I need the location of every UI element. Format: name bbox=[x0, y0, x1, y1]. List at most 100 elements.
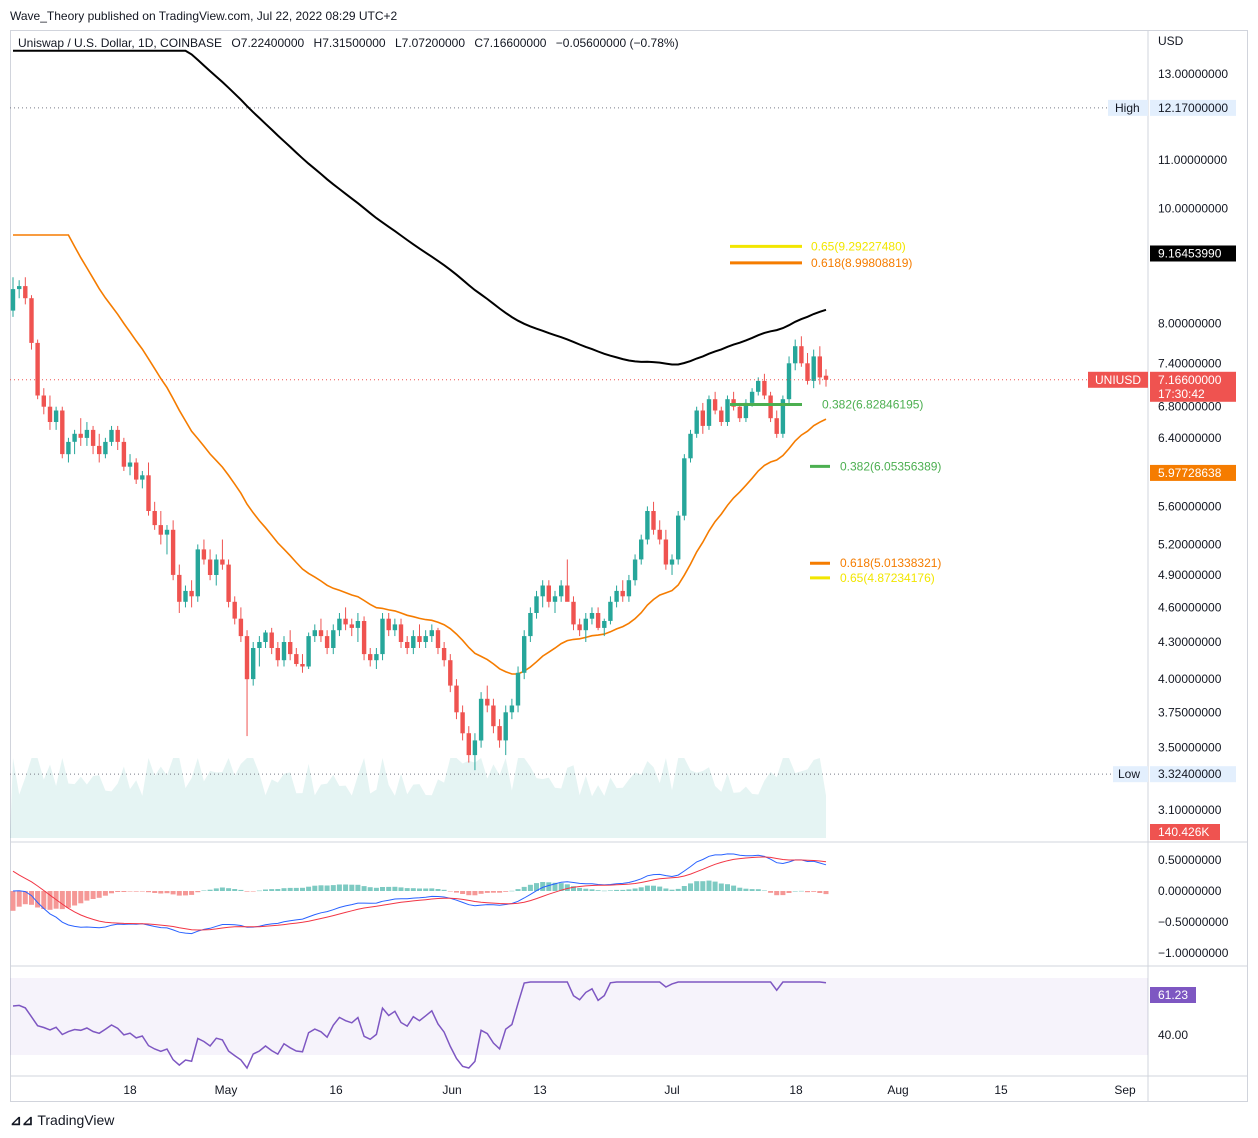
macd-histogram-bar bbox=[607, 890, 613, 891]
candle-body bbox=[103, 441, 108, 455]
candle-body bbox=[195, 549, 200, 597]
macd-histogram-bar bbox=[798, 890, 804, 892]
macd-histogram-bar bbox=[367, 887, 373, 891]
macd-histogram-bar bbox=[281, 888, 287, 891]
candle-body bbox=[361, 621, 367, 655]
macd-histogram-bar bbox=[441, 889, 447, 891]
candle-body bbox=[694, 410, 699, 434]
candle-body bbox=[368, 654, 373, 661]
macd-histogram-bar bbox=[263, 889, 268, 891]
price-tick-label: 4.90000000 bbox=[1158, 568, 1222, 582]
macd-histogram-bar bbox=[811, 891, 817, 892]
candle-body bbox=[263, 632, 268, 642]
macd-histogram-bar bbox=[115, 891, 121, 892]
candle-body bbox=[47, 406, 53, 422]
candle-body bbox=[281, 642, 287, 661]
sma-value-badge-bg bbox=[1150, 245, 1236, 262]
candle-body bbox=[251, 648, 256, 680]
macd-histogram-bar bbox=[164, 891, 170, 894]
high-value-badge: 12.17000000 bbox=[1158, 101, 1228, 115]
candle-body bbox=[472, 740, 478, 756]
macd-histogram-bar bbox=[318, 885, 324, 891]
candle-body bbox=[589, 613, 595, 619]
macd-histogram-bar bbox=[392, 886, 398, 891]
macd-histogram-bar bbox=[84, 891, 90, 901]
candle-body bbox=[454, 685, 459, 713]
candle-body bbox=[614, 590, 619, 602]
candle-body bbox=[183, 590, 188, 602]
macd-histogram-bar bbox=[761, 890, 767, 891]
candle-body bbox=[793, 346, 798, 364]
price-tick-label: 5.60000000 bbox=[1158, 499, 1222, 513]
candle-body bbox=[528, 613, 533, 637]
candle-body bbox=[706, 399, 712, 426]
macd-histogram-bar bbox=[583, 888, 589, 891]
candle-body bbox=[417, 636, 422, 642]
sma-value-badge: 9.16453990 bbox=[1158, 246, 1222, 260]
candle-body bbox=[768, 395, 773, 419]
macd-histogram-bar bbox=[509, 890, 515, 892]
macd-histogram-bar bbox=[460, 891, 466, 894]
candle-body bbox=[306, 636, 311, 667]
macd-histogram-bar bbox=[355, 884, 361, 891]
macd-histogram-bar bbox=[552, 882, 558, 891]
macd-histogram-bar bbox=[515, 889, 521, 891]
candle-body bbox=[35, 342, 40, 396]
macd-histogram-bar bbox=[669, 889, 675, 891]
macd-histogram-bar bbox=[601, 890, 607, 892]
candle-body bbox=[491, 705, 496, 727]
rsi-band bbox=[10, 978, 1148, 1055]
macd-histogram-bar bbox=[78, 891, 84, 904]
candle-body bbox=[466, 733, 471, 756]
candle-body bbox=[780, 399, 786, 434]
candle-body bbox=[663, 539, 669, 565]
time-tick-label: 18 bbox=[789, 1083, 803, 1097]
candle-body bbox=[639, 539, 644, 560]
macd-histogram-bar bbox=[675, 888, 681, 891]
price-tick-label: 13.00000000 bbox=[1158, 67, 1228, 81]
candle-body bbox=[676, 515, 681, 560]
macd-histogram-bar bbox=[663, 888, 669, 891]
macd-histogram-bar bbox=[454, 891, 459, 893]
macd-histogram-bar bbox=[786, 891, 792, 893]
macd-histogram-bar bbox=[244, 891, 250, 892]
candle-body bbox=[337, 618, 342, 631]
candle-body bbox=[257, 642, 262, 648]
macd-histogram-bar bbox=[41, 891, 47, 909]
candle-body bbox=[238, 618, 244, 637]
macd-histogram-bar bbox=[706, 880, 712, 891]
candle-body bbox=[312, 630, 317, 637]
macd-histogram-bar bbox=[484, 891, 490, 893]
fib-level-label: 0.618(8.99808819) bbox=[811, 256, 912, 270]
candle-body bbox=[731, 399, 736, 407]
macd-histogram-bar bbox=[404, 888, 410, 891]
candle-body bbox=[374, 654, 379, 661]
last-price-badge: 7.16600000 bbox=[1158, 373, 1222, 387]
candle-body bbox=[189, 590, 194, 597]
macd-histogram-bar bbox=[638, 887, 644, 891]
candle-body bbox=[318, 630, 324, 637]
macd-histogram-bar bbox=[774, 891, 780, 896]
symbol-tag-bg bbox=[1088, 371, 1148, 388]
candle-body bbox=[170, 529, 176, 575]
close-label: C bbox=[474, 36, 484, 50]
macd-histogram-bar bbox=[152, 891, 158, 893]
macd-histogram-bar bbox=[65, 891, 71, 908]
macd-histogram-bar bbox=[90, 891, 96, 899]
macd-histogram-bar bbox=[731, 885, 737, 891]
macd-histogram-bar bbox=[503, 891, 509, 892]
candle-body bbox=[712, 399, 718, 411]
candle-body bbox=[177, 574, 182, 602]
candle-body bbox=[595, 613, 601, 628]
rsi-value-badge-bg bbox=[1150, 987, 1196, 1003]
candle-body bbox=[324, 636, 330, 648]
price-tick-label: 6.80000000 bbox=[1158, 400, 1222, 414]
candle-body bbox=[90, 429, 96, 446]
price-tick-label: 4.00000000 bbox=[1158, 672, 1222, 686]
time-tick-label: Aug bbox=[887, 1083, 908, 1097]
price-tick-label: 7.40000000 bbox=[1158, 356, 1222, 370]
macd-histogram-bar bbox=[688, 883, 693, 891]
candle-body bbox=[300, 664, 305, 667]
macd-histogram-bar bbox=[540, 882, 546, 891]
